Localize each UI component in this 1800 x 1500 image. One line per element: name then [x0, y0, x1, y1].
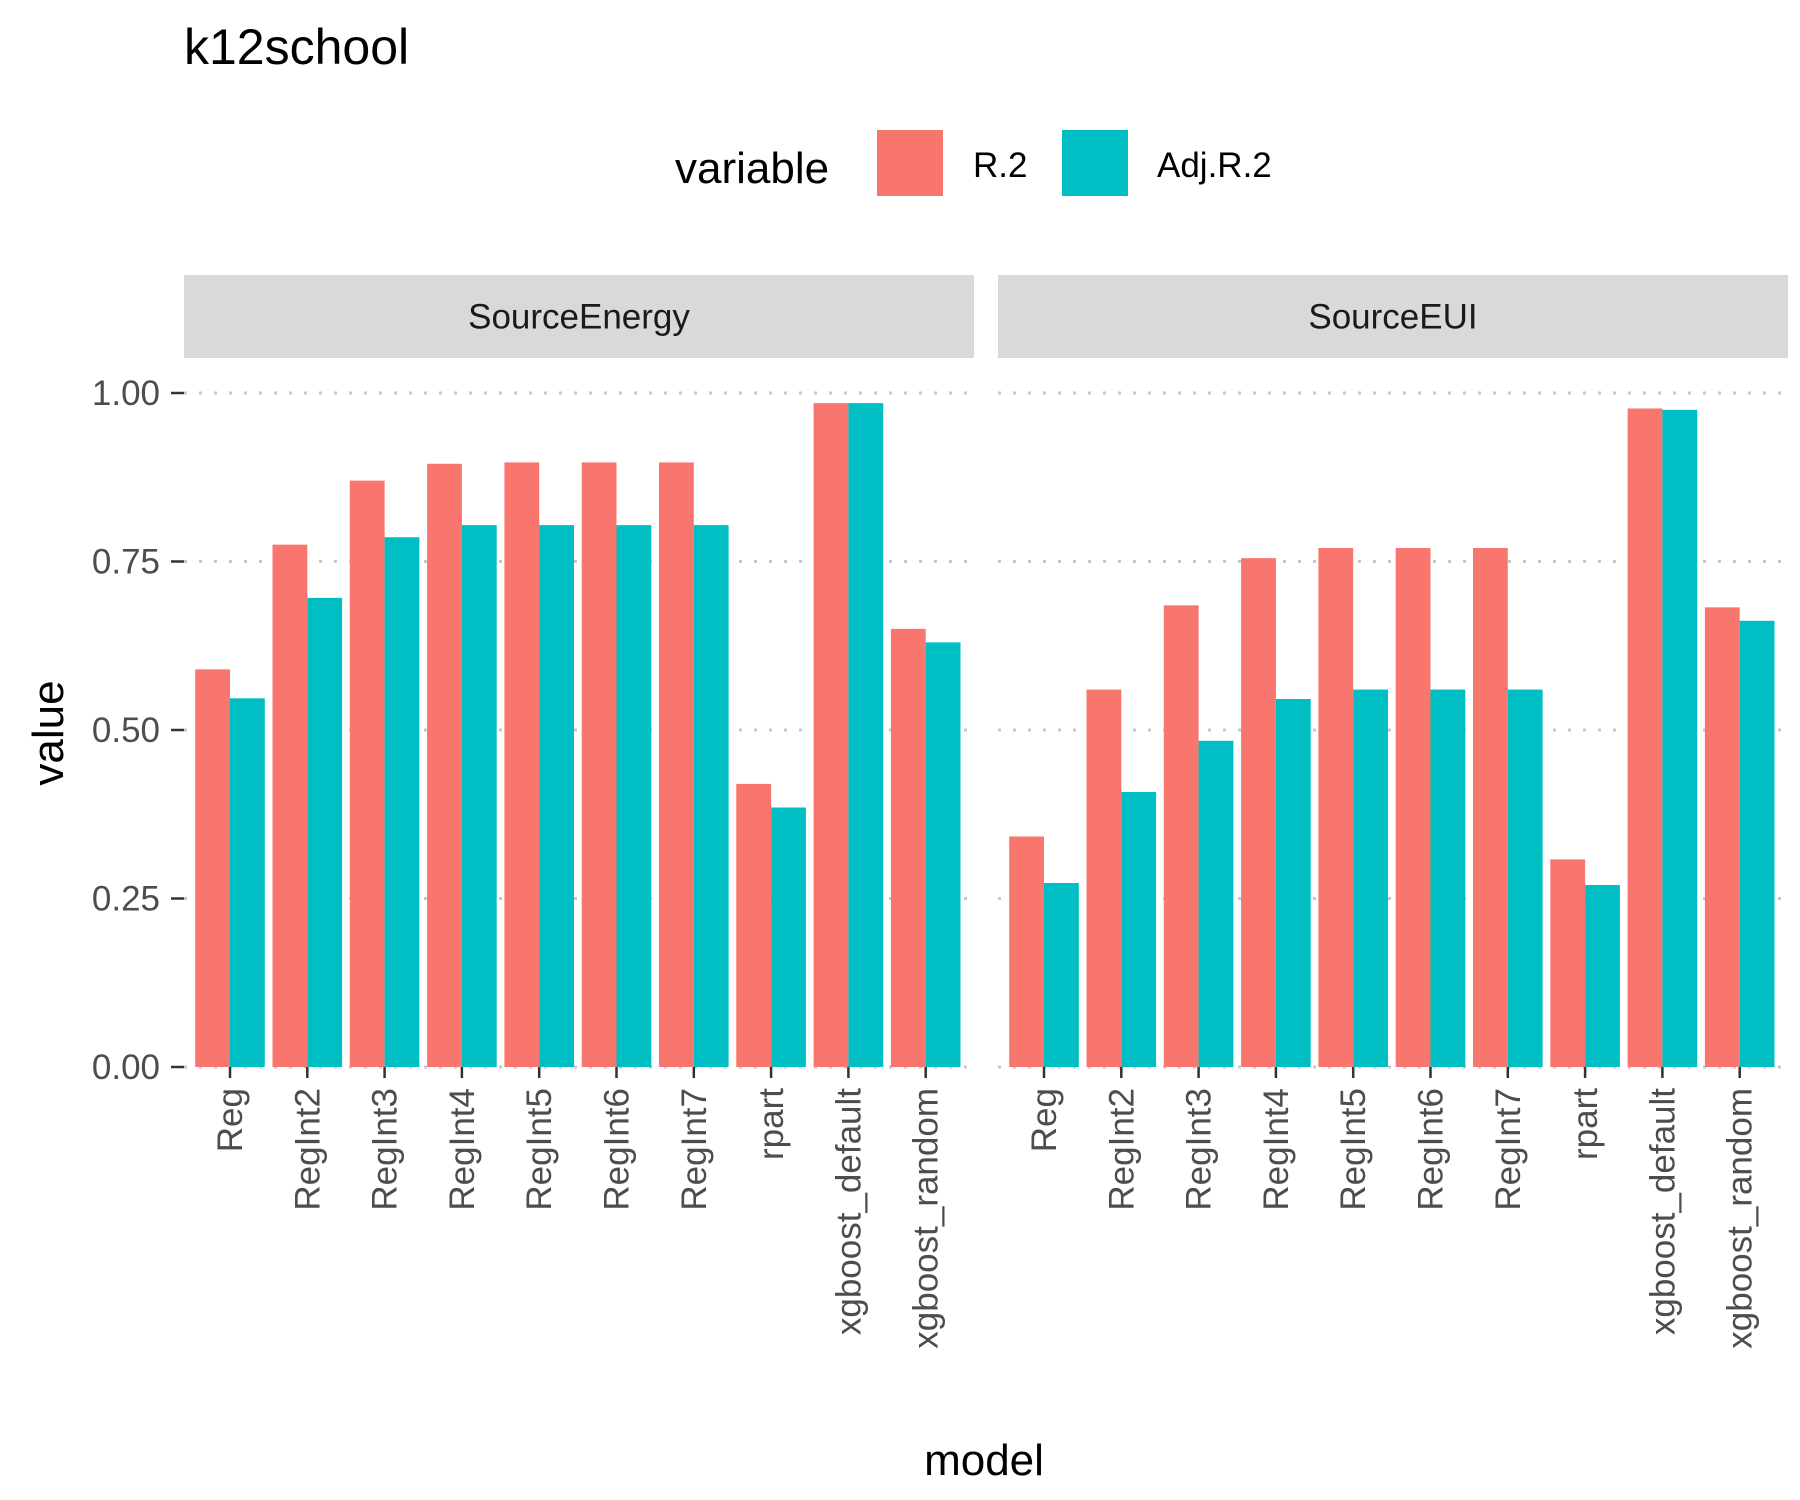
bar	[384, 537, 420, 1067]
bar	[1086, 689, 1122, 1067]
bar	[1739, 620, 1775, 1067]
x-tick-label: RegInt3	[366, 1088, 405, 1211]
bar	[1430, 689, 1466, 1067]
x-tick-label: RegInt6	[598, 1088, 637, 1211]
x-tick-label: RegInt6	[1412, 1088, 1451, 1211]
bar	[1550, 859, 1586, 1067]
facet-panel: SourceEUI Reg RegInt2 RegInt3 RegInt4 RegInt5…	[998, 275, 1788, 1349]
x-tick-label: Reg	[1025, 1088, 1064, 1152]
bar	[890, 628, 926, 1067]
bar	[1163, 605, 1199, 1067]
bar	[1318, 548, 1354, 1067]
x-axis-label: model	[924, 1436, 1044, 1485]
x-tick-label: RegInt4	[443, 1088, 482, 1211]
bar	[349, 480, 385, 1067]
bar	[1585, 885, 1620, 1067]
y-axis: 0.00 0.25 0.50 0.75 1.00	[92, 374, 184, 1087]
bar	[1198, 740, 1234, 1067]
x-tick-label: xgboost_random	[907, 1088, 946, 1349]
x-tick-label: xgboost_default	[829, 1088, 868, 1335]
chart-title: k12school	[184, 19, 409, 75]
y-tick-label: 0.25	[92, 880, 160, 919]
bar	[1275, 698, 1311, 1067]
bar	[504, 462, 540, 1067]
bar	[1507, 689, 1543, 1067]
bar	[736, 783, 772, 1067]
facet-strip	[184, 275, 974, 358]
legend-label-adj-r2: Adj.R.2	[1157, 146, 1272, 185]
x-tick-label: RegInt5	[1334, 1088, 1373, 1211]
x-tick-label: RegInt5	[520, 1088, 559, 1211]
bar	[581, 462, 617, 1067]
bar	[1704, 607, 1740, 1067]
x-tick-label: xgboost_default	[1643, 1088, 1682, 1335]
x-tick-label: rpart	[1566, 1088, 1605, 1160]
legend-label-r2: R.2	[973, 146, 1027, 185]
x-tick-label: xgboost_random	[1721, 1088, 1760, 1349]
x-tick-label: RegInt3	[1180, 1088, 1219, 1211]
y-tick-label: 0.75	[92, 543, 160, 582]
facet-panels: SourceEnergy Reg RegInt2 RegInt3 RegInt4 RegI…	[184, 275, 1788, 1349]
bar	[1121, 792, 1157, 1067]
bar	[1353, 689, 1388, 1067]
bar	[1009, 836, 1044, 1067]
bar	[693, 525, 729, 1067]
x-tick-label: RegInt2	[1102, 1088, 1141, 1211]
x-tick-label: RegInt4	[1257, 1088, 1296, 1211]
facet-strip	[998, 275, 1788, 358]
bar	[427, 463, 462, 1067]
legend-key-adj-r2	[1062, 130, 1128, 196]
y-tick-label: 0.00	[92, 1048, 160, 1087]
bar	[813, 403, 849, 1067]
legend-title: variable	[675, 144, 829, 193]
x-tick-label: RegInt7	[675, 1088, 714, 1211]
bar	[771, 807, 806, 1067]
bar	[659, 462, 694, 1067]
bar	[1473, 548, 1508, 1067]
facet-panel: SourceEnergy Reg RegInt2 RegInt3 RegInt4 RegI…	[184, 275, 974, 1349]
y-tick-label: 1.00	[92, 374, 160, 413]
bar	[1044, 882, 1079, 1067]
bar	[1662, 409, 1698, 1068]
bar	[307, 597, 343, 1067]
bar	[230, 698, 265, 1067]
bar	[616, 525, 652, 1067]
bar	[461, 525, 497, 1067]
bar	[1241, 558, 1276, 1067]
x-tick-label: RegInt7	[1489, 1088, 1528, 1211]
bar	[1627, 408, 1663, 1067]
y-tick-label: 0.50	[92, 711, 160, 750]
legend-key-r2	[877, 130, 943, 196]
x-tick-label: Reg	[211, 1088, 250, 1152]
bar	[848, 403, 884, 1067]
bar	[195, 669, 230, 1067]
y-axis-label: value	[24, 680, 73, 785]
bar	[925, 642, 961, 1067]
x-tick-label: rpart	[752, 1088, 791, 1160]
facet-strip-label: SourceEUI	[1308, 298, 1477, 337]
facet-strip-label: SourceEnergy	[468, 298, 690, 337]
bar	[1395, 548, 1431, 1067]
x-tick-label: RegInt2	[288, 1088, 327, 1211]
bar	[272, 544, 308, 1067]
bar	[539, 525, 574, 1067]
